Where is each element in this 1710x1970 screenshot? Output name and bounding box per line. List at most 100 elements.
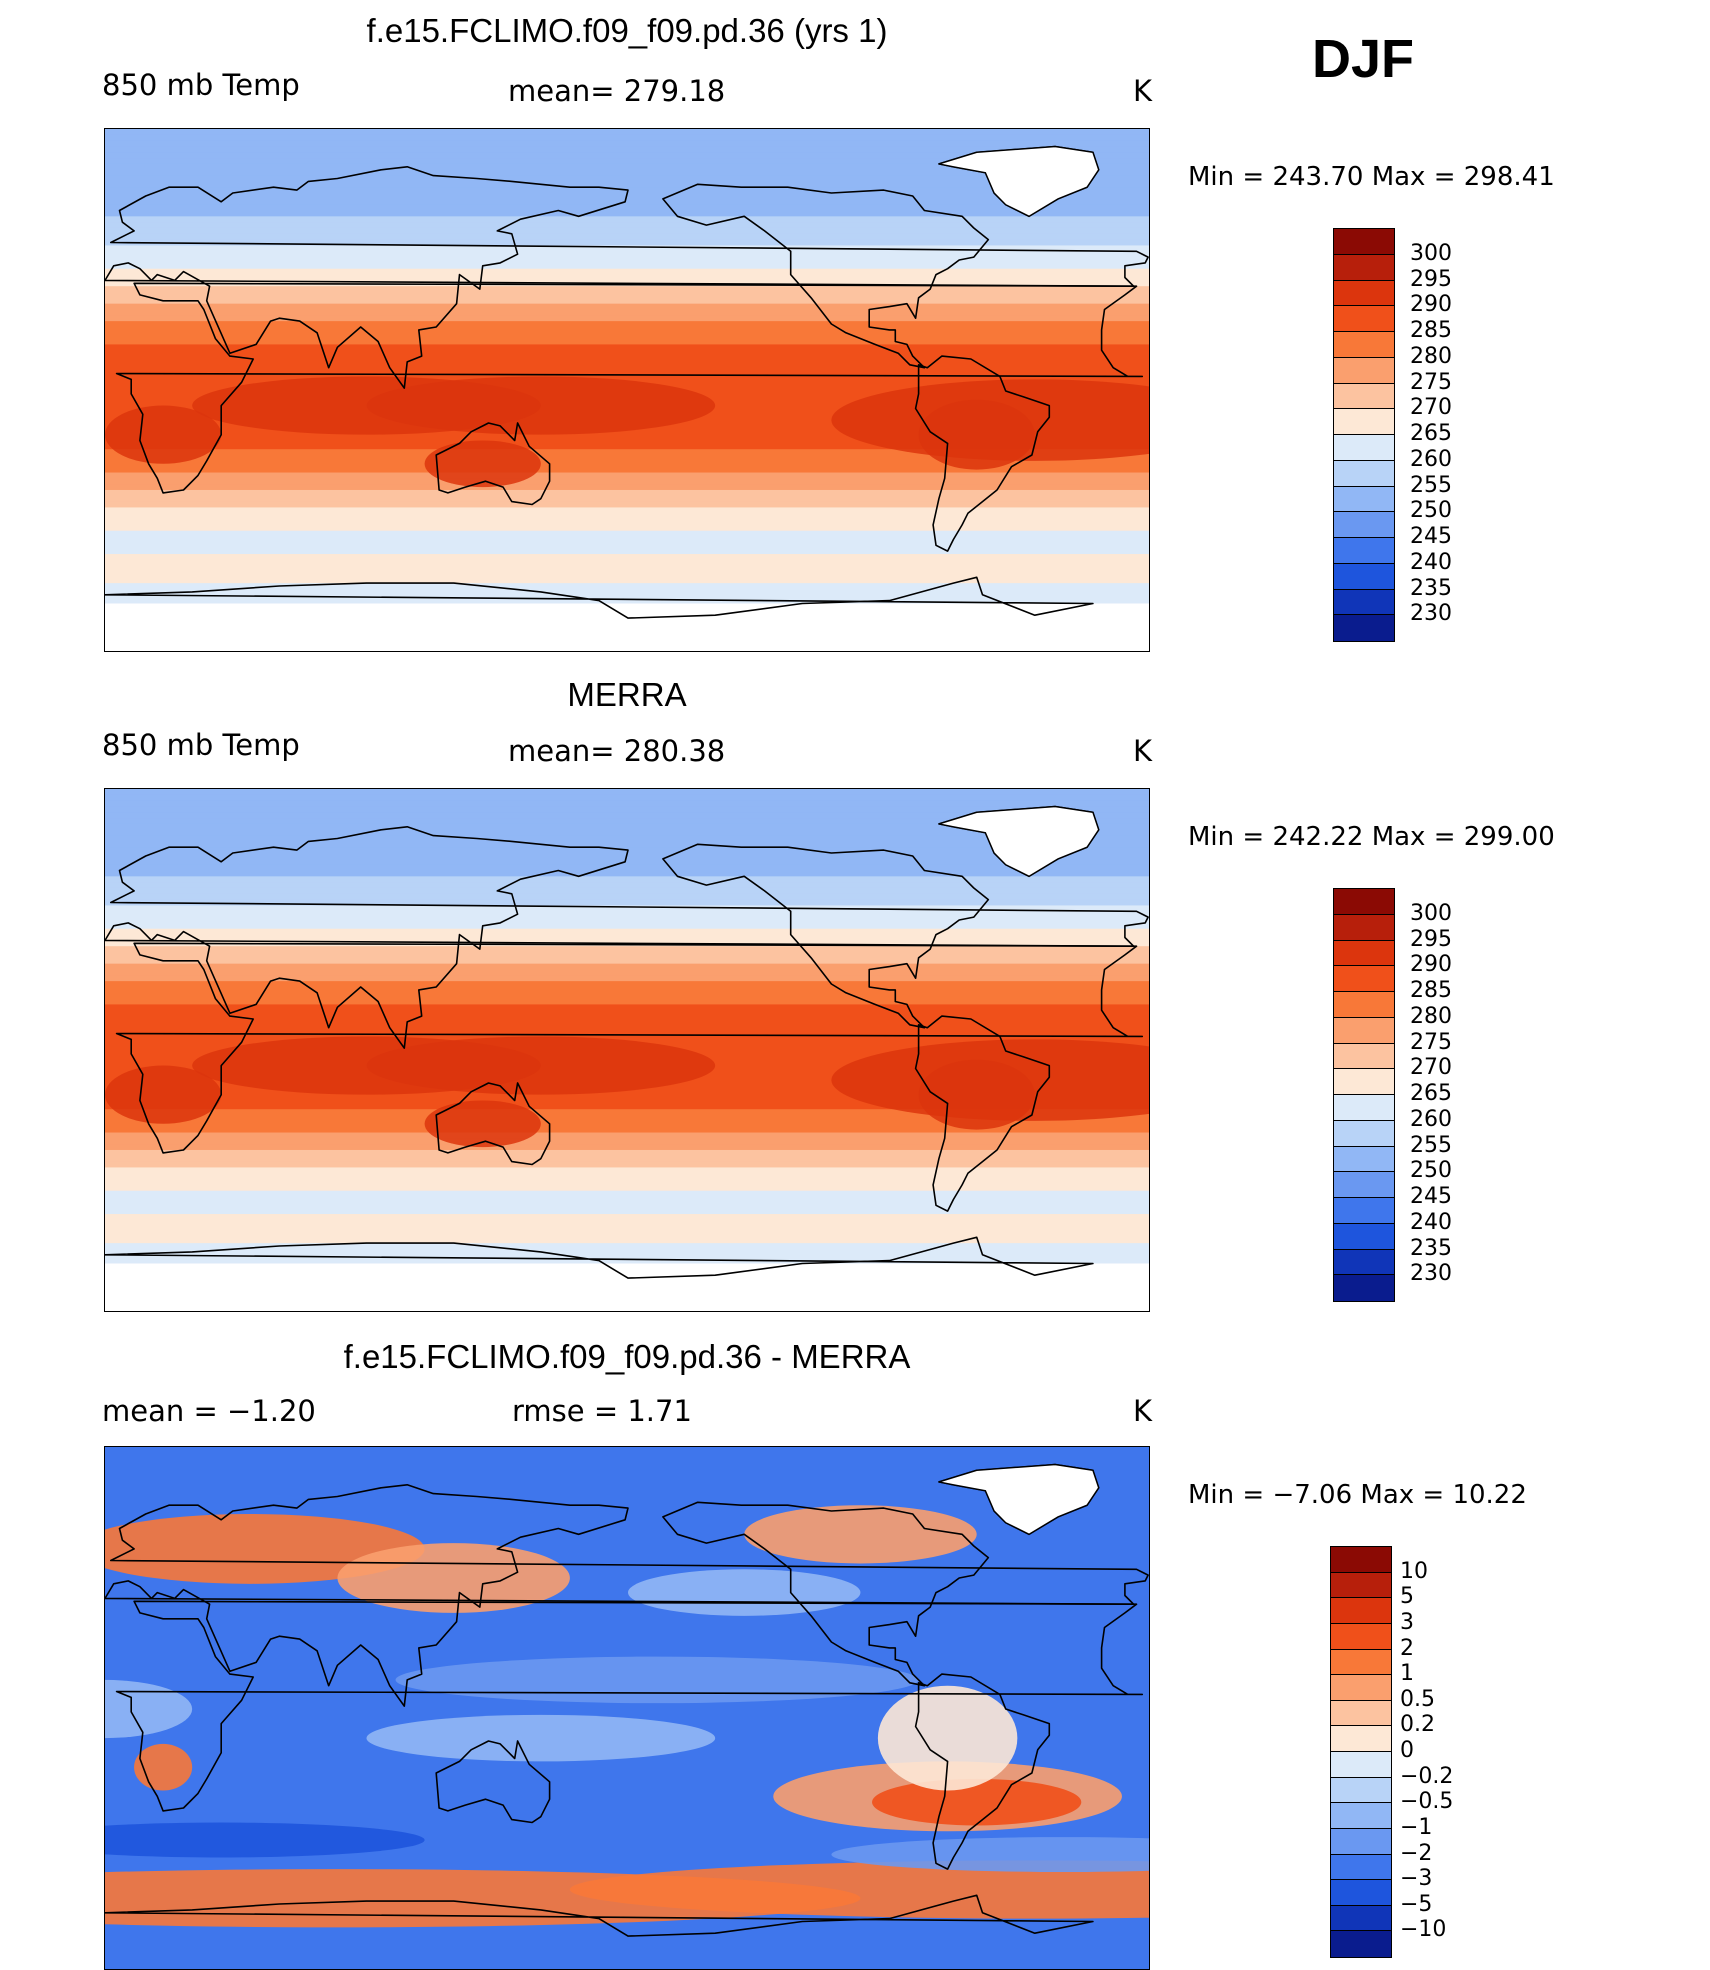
colorbar-swatch [1331, 1828, 1391, 1855]
colorbar-swatch [1334, 1017, 1394, 1044]
colorbar-swatch [1334, 383, 1394, 410]
colorbar-tick-label: 290 [1410, 952, 1452, 978]
colorbar-swatch [1334, 889, 1394, 915]
colorbar-tick-label: 255 [1410, 472, 1452, 498]
colorbar-swatch [1334, 1043, 1394, 1070]
colorbar-tick-label: 280 [1410, 343, 1452, 369]
colorbar-swatch [1331, 1726, 1391, 1752]
colorbar-tick-label: −2 [1400, 1840, 1433, 1866]
colorbar-tick-label: −10 [1400, 1917, 1447, 1943]
contour-bands [105, 789, 1149, 1311]
panel-1-minmax: Min = 243.70 Max = 298.41 [1188, 162, 1555, 192]
colorbar-tick-label: 0.2 [1400, 1712, 1435, 1738]
panel-1-contour-map [105, 129, 1149, 651]
panel-1-map [104, 128, 1150, 652]
colorbar-swatch [1334, 940, 1394, 967]
colorbar-tick-label: 290 [1410, 292, 1452, 318]
colorbar-tick-label: 3 [1400, 1609, 1414, 1635]
contour-bands [105, 1447, 1149, 1969]
colorbar-swatch [1334, 486, 1394, 513]
colorbar-tick-label: −3 [1400, 1866, 1433, 1892]
colorbar-swatch [1331, 1649, 1391, 1676]
panel-1-title: f.e15.FCLIMO.f09_f09.pd.36 (yrs 1) [366, 12, 888, 49]
colorbar-tick-label: 240 [1410, 549, 1452, 575]
panel-2-units-label: K [1133, 734, 1153, 768]
panel-3-colorbar [1330, 1546, 1392, 1958]
panel-3-minmax: Min = −7.06 Max = 10.22 [1188, 1480, 1527, 1510]
panel-2-contour-map [105, 789, 1149, 1311]
coastlines [105, 1463, 1149, 1937]
colorbar-swatch [1334, 1120, 1394, 1147]
panel-2-title: MERRA [567, 676, 687, 713]
colorbar-swatch [1331, 1598, 1391, 1624]
colorbar-swatch [1331, 1880, 1391, 1906]
colorbar-tick-label: −0.2 [1400, 1763, 1454, 1789]
colorbar-tick-label: 285 [1410, 318, 1452, 343]
colorbar-tick-label: 295 [1410, 926, 1452, 952]
colorbar-swatch [1334, 1249, 1394, 1276]
panel-2-colorbar [1333, 888, 1395, 1302]
colorbar-swatch [1334, 1275, 1394, 1301]
panel-1-variable-label: 850 mb Temp [102, 68, 300, 102]
colorbar-tick-label: 300 [1410, 900, 1452, 926]
colorbar-tick-label: 245 [1410, 1184, 1452, 1209]
colorbar-swatch [1334, 1172, 1394, 1198]
colorbar-tick-label: −5 [1400, 1891, 1433, 1917]
colorbar-swatch [1334, 1223, 1394, 1250]
panel-1-units-label: K [1133, 74, 1153, 108]
colorbar-tick-label: 295 [1410, 266, 1452, 292]
colorbar-swatch [1334, 306, 1394, 332]
colorbar-swatch [1334, 563, 1394, 590]
colorbar-tick-label: 245 [1410, 524, 1452, 549]
colorbar-tick-label: 240 [1410, 1209, 1452, 1235]
colorbar-swatch [1334, 512, 1394, 538]
colorbar-swatch [1331, 1803, 1391, 1829]
colorbar-tick-label: 300 [1410, 240, 1452, 266]
coastlines [105, 805, 1149, 1279]
colorbar-tick-label: 260 [1410, 446, 1452, 472]
colorbar-swatch [1334, 332, 1394, 358]
contour-bands [105, 129, 1149, 651]
panel-2-mean-label: mean= 280.38 [508, 734, 726, 768]
panel-2-map [104, 788, 1150, 1312]
colorbar-swatch [1334, 966, 1394, 992]
colorbar-tick-label: 250 [1410, 498, 1452, 524]
panel-3-mean-label: mean = −1.20 [102, 1394, 316, 1428]
colorbar-swatch [1331, 1700, 1391, 1727]
colorbar-tick-label: 10 [1400, 1558, 1428, 1584]
panel-1-mean-label: mean= 279.18 [508, 74, 726, 108]
colorbar-tick-label: 0.5 [1400, 1686, 1435, 1712]
panel-3-title: f.e15.FCLIMO.f09_f09.pd.36 - MERRA [343, 1338, 911, 1375]
colorbar-swatch [1334, 992, 1394, 1018]
colorbar-swatch [1334, 1095, 1394, 1121]
panel-2-variable-label: 850 mb Temp [102, 728, 300, 762]
colorbar-swatch [1331, 1752, 1391, 1778]
colorbar-swatch [1334, 280, 1394, 307]
colorbar-swatch [1334, 914, 1394, 941]
colorbar-tick-label: 265 [1410, 1081, 1452, 1106]
colorbar-swatch [1334, 538, 1394, 564]
panel-1-colorbar [1333, 228, 1395, 642]
colorbar-swatch [1334, 1198, 1394, 1224]
colorbar-swatch [1331, 1931, 1391, 1957]
colorbar-swatch [1331, 1572, 1391, 1599]
colorbar-tick-label: 235 [1410, 1235, 1452, 1261]
colorbar-swatch [1334, 409, 1394, 435]
colorbar-tick-label: 5 [1400, 1584, 1414, 1610]
colorbar-swatch [1331, 1905, 1391, 1932]
colorbar-tick-label: 2 [1400, 1635, 1414, 1661]
colorbar-tick-label: 270 [1410, 395, 1452, 421]
colorbar-tick-label: 1 [1400, 1661, 1414, 1687]
colorbar-tick-label: 275 [1410, 369, 1452, 395]
colorbar-swatch [1334, 254, 1394, 281]
colorbar-swatch [1331, 1547, 1391, 1573]
season-label: DJF [1312, 29, 1415, 89]
colorbar-tick-label: 260 [1410, 1106, 1452, 1132]
colorbar-swatch [1334, 229, 1394, 255]
panel-3-map [104, 1446, 1150, 1970]
colorbar-swatch [1334, 1069, 1394, 1095]
colorbar-tick-label: 250 [1410, 1158, 1452, 1184]
colorbar-swatch [1331, 1623, 1391, 1650]
colorbar-swatch [1334, 460, 1394, 487]
colorbar-swatch [1334, 435, 1394, 461]
